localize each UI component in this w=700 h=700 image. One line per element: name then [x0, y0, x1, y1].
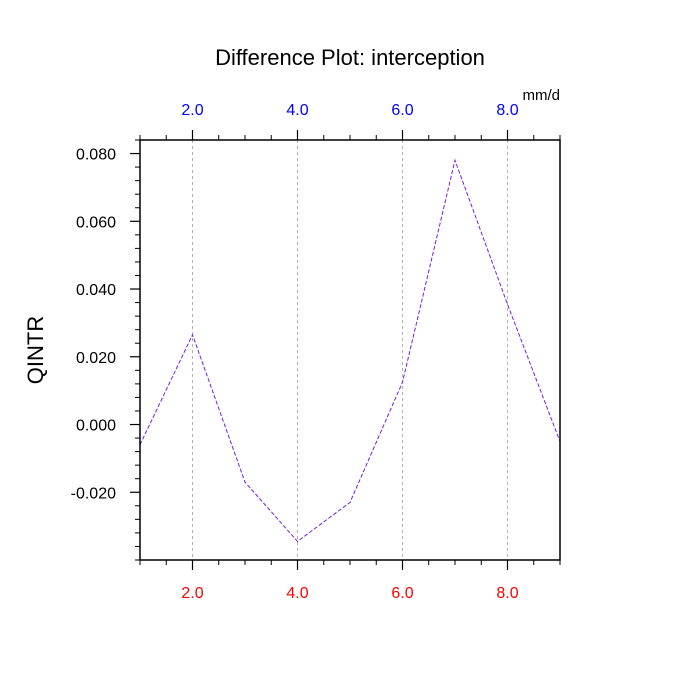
y-tick-label: 0.080 [76, 147, 116, 164]
y-axis-label: QINTR [23, 316, 48, 384]
x-tick-label: 4.0 [286, 585, 308, 602]
grid-lines [192, 140, 508, 560]
x-tick-label: 2.0 [181, 585, 203, 602]
top-tick-label: 4.0 [286, 102, 308, 119]
y-tick-label: 0.060 [76, 214, 116, 231]
top-tick-label: 8.0 [496, 102, 518, 119]
chart-title: Difference Plot: interception [215, 45, 485, 70]
top-tick-label: 2.0 [181, 102, 203, 119]
y-tick-label: 0.000 [76, 418, 116, 435]
plot-frame [139, 139, 561, 561]
tick-labels: 2.0 2.0 4.0 4.0 6.0 6.0 8.0 8.0 0.080 0.060 0.040 0… [71, 102, 519, 602]
y-tick-label: -0.020 [71, 485, 116, 502]
series-line [139, 158, 561, 543]
y-tick-label: 0.040 [76, 282, 116, 299]
minor-ticks [135, 135, 561, 565]
major-ticks [130, 130, 509, 570]
y-tick-label: 0.020 [76, 350, 116, 367]
x-tick-label: 8.0 [496, 585, 518, 602]
top-tick-label: 6.0 [391, 102, 413, 119]
x-tick-label: 6.0 [391, 585, 413, 602]
series-layer [139, 158, 561, 543]
units-label: mm/d [523, 87, 561, 104]
